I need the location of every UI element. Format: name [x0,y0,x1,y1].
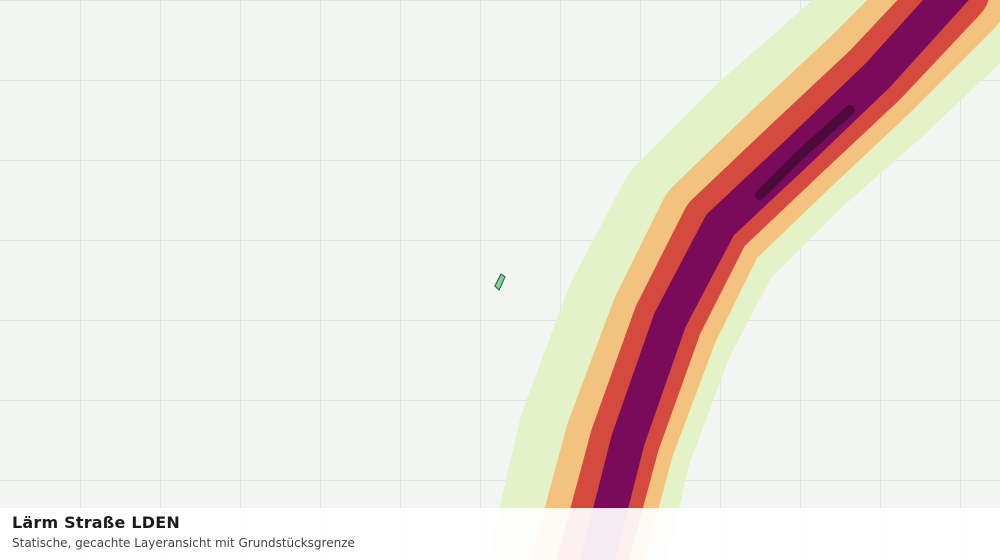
layer-subtitle: Statische, gecachte Layeransicht mit Gru… [12,536,355,550]
layer-title: Lärm Straße LDEN [12,513,180,532]
noise-band-max [755,105,855,200]
noise-band-very-high [579,0,969,560]
noise-bands [488,0,1000,560]
legend-panel: Lärm Straße LDEN Statische, gecachte Lay… [0,508,1000,560]
parcel-boundary[interactable] [494,273,506,292]
